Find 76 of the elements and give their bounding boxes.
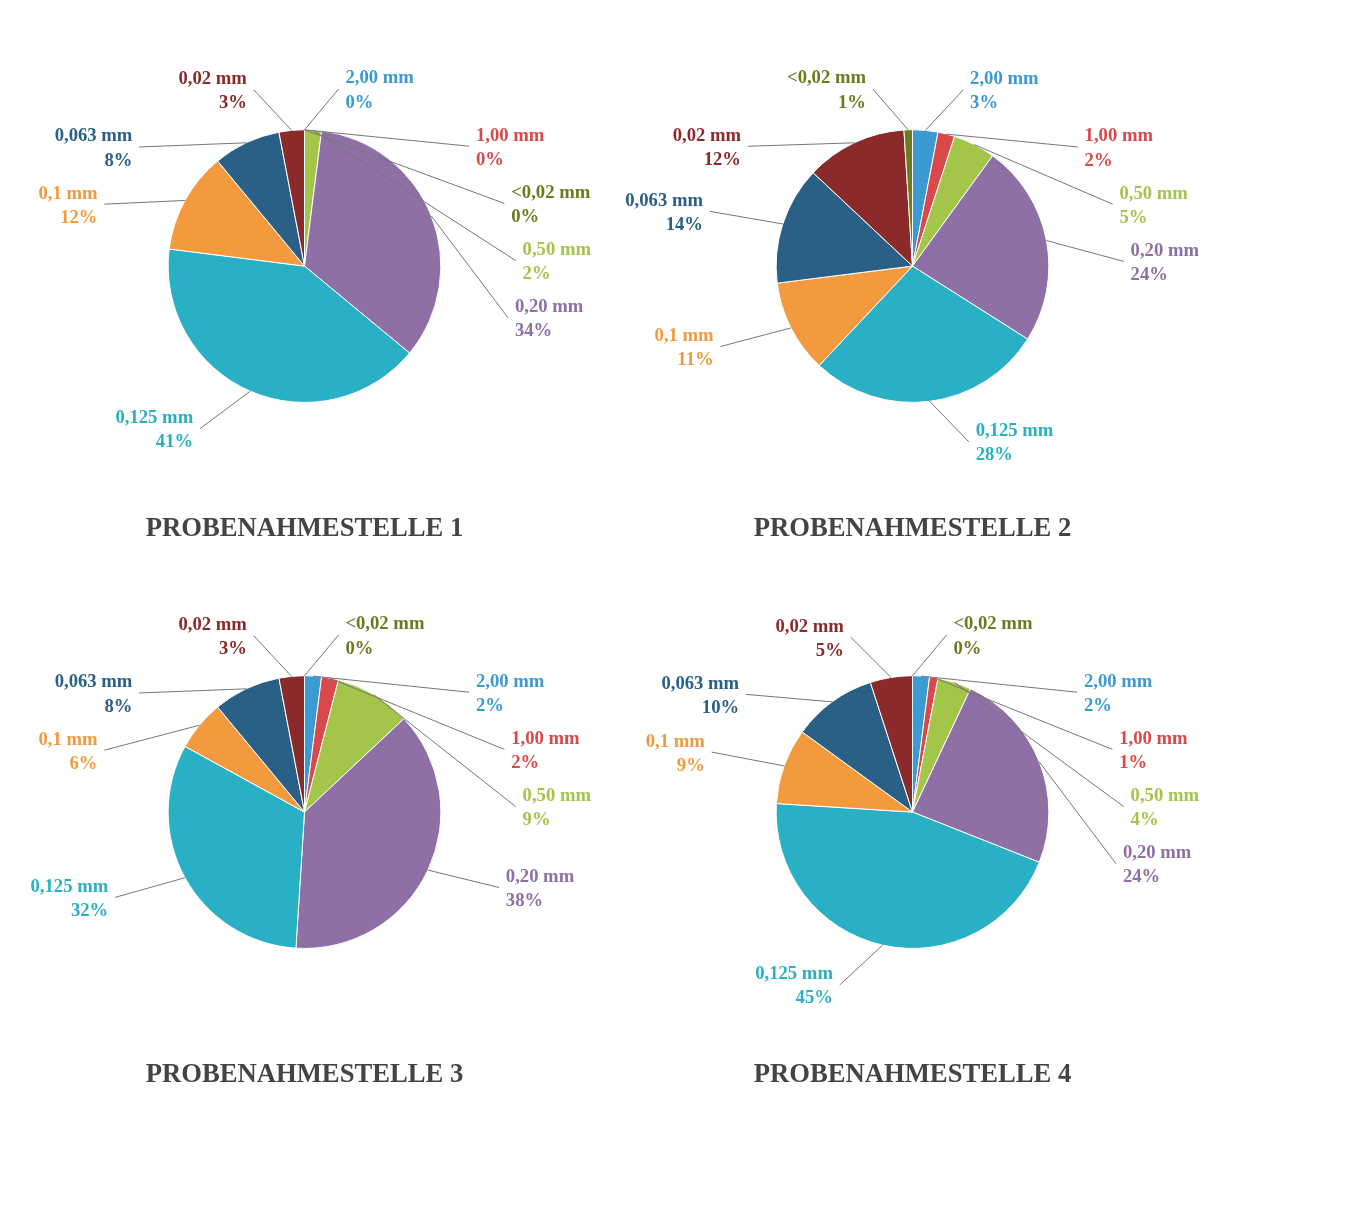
data-label: 2% [522, 262, 551, 284]
text: 0% [475, 147, 504, 169]
text: 0% [345, 90, 374, 112]
data-label: 41% [155, 430, 194, 452]
data-label: 12% [703, 147, 742, 169]
slice-label: <0,02 mm [787, 66, 867, 88]
data-label: 11% [677, 348, 714, 370]
data-label: 24% [1122, 865, 1161, 887]
data-label: 1% [838, 90, 867, 112]
slice-label: 0,063 mm [661, 671, 740, 693]
data-label: 8% [104, 148, 133, 170]
category-label: <0,02 mm [511, 180, 591, 202]
slice-label: 0,1 mm [38, 181, 98, 203]
slice-label: 0,063 mm [54, 670, 133, 692]
category-label: 2,00 mm [345, 66, 414, 88]
slice-label: 0,1 mm [38, 727, 98, 749]
slice-label: 0,50 mm [522, 238, 592, 260]
slice-label: 2,00 mm [475, 669, 545, 691]
slice-label: 1,00 mm [1084, 124, 1154, 146]
data-label: 2% [1083, 693, 1112, 715]
slice-label: 0,125 mm [115, 406, 194, 428]
slice-label: 0,1 mm [654, 323, 715, 345]
data-label: 3% [218, 637, 247, 659]
data-label: 8% [104, 694, 133, 716]
text: PROBENAHMESTELLE 1 [145, 511, 464, 542]
data-label: 12% [60, 205, 98, 227]
slice-label: 0,063 mm [625, 188, 704, 210]
slice-label: 0,125 mm [30, 874, 109, 896]
slice-label: 0,20 mm [1122, 841, 1192, 863]
slice-label: 0,125 mm [975, 419, 1054, 441]
text: 0% [511, 204, 540, 226]
data-label: 24% [1130, 262, 1168, 284]
slice-label: 0,20 mm [1130, 238, 1200, 260]
data-label: 9% [676, 753, 705, 775]
data-label: 38% [505, 889, 544, 911]
text: PROBENAHMESTELLE 3 [145, 1057, 464, 1088]
slice-label: 1,00 mm [511, 726, 581, 748]
slice-label: 2,00 mm [970, 67, 1039, 89]
data-label: 5% [815, 638, 844, 660]
slice-label: 0,02 mm [672, 123, 742, 145]
data-label: 4% [1130, 808, 1159, 830]
slice-label: 0,02 mm [178, 67, 248, 89]
data-label: 34% [514, 319, 553, 341]
text: PROBENAHMESTELLE 2 [753, 511, 1072, 542]
data-label: 2% [1084, 148, 1113, 170]
category-label: <0,02 mm [345, 612, 425, 634]
data-label: 2% [511, 750, 540, 772]
slice-label: 2,00 mm [1083, 669, 1153, 691]
slice-label: 0,50 mm [1119, 181, 1189, 203]
slice-label: 0,1 mm [645, 729, 706, 751]
data-label: 9% [522, 808, 551, 830]
data-label: 5% [1119, 205, 1148, 227]
slice-label: 0,20 mm [514, 295, 584, 317]
data-label: 45% [795, 986, 833, 1008]
slice-label: 0,20 mm [505, 864, 575, 886]
slice-label: 0,02 mm [178, 613, 248, 635]
slice-label: 0,02 mm [775, 614, 845, 636]
text: 0% [953, 636, 982, 658]
slice-label: 0,50 mm [1130, 784, 1200, 806]
data-label: 3% [218, 91, 247, 113]
data-label: 28% [975, 443, 1013, 465]
category-label: <0,02 mm [953, 612, 1033, 634]
data-label: 3% [970, 91, 999, 113]
slice-label: 0,125 mm [755, 962, 834, 984]
data-label: 10% [701, 695, 740, 717]
data-label: 1% [1119, 750, 1148, 772]
slice-label: 1,00 mm [1119, 726, 1189, 748]
text: 0% [345, 636, 374, 658]
text: PROBENAHMESTELLE 4 [753, 1057, 1072, 1088]
data-label: 2% [475, 693, 504, 715]
category-label: 1,00 mm [475, 123, 545, 145]
data-label: 6% [69, 751, 98, 773]
slice-label: 0,50 mm [522, 784, 592, 806]
slice-label: 0,063 mm [54, 124, 133, 146]
data-label: 32% [70, 898, 109, 920]
data-label: 14% [665, 212, 703, 234]
